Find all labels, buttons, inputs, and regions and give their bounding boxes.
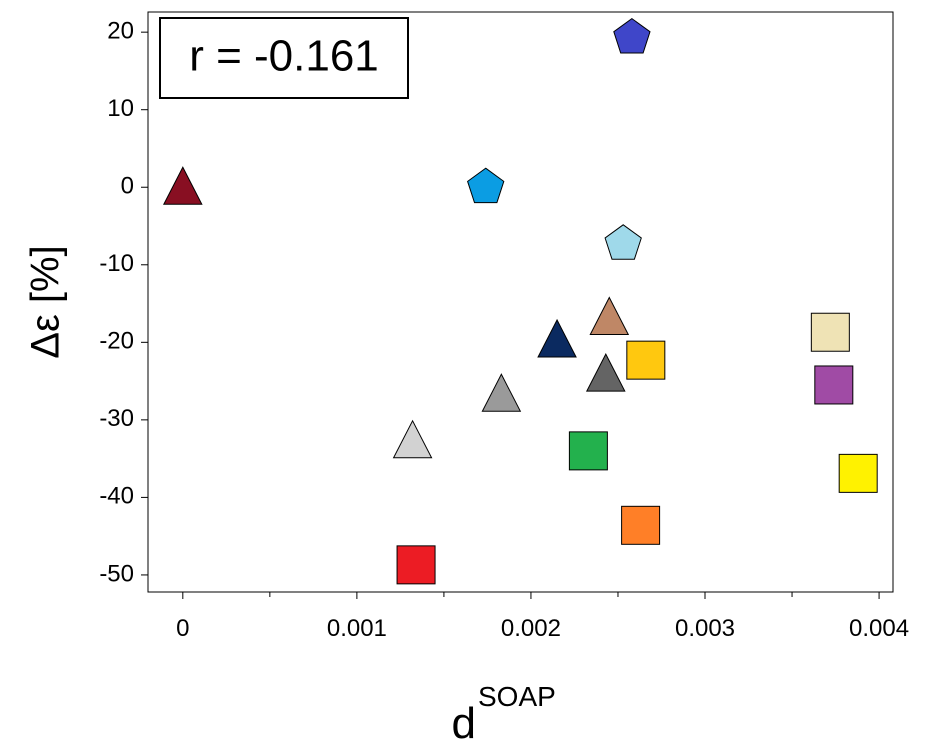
point: [585, 353, 626, 392]
point: [810, 312, 850, 352]
x-tick-label: 0: [176, 615, 189, 642]
y-tick-label: 10: [107, 95, 134, 122]
y-tick-label: 20: [107, 18, 134, 45]
point: [396, 545, 436, 585]
plot-frame: [147, 11, 894, 593]
point: [162, 166, 203, 205]
y-tick-label: -50: [99, 560, 134, 587]
point: [626, 340, 666, 380]
x-axis-label: d: [452, 699, 476, 744]
x-tick-label: 0.003: [675, 615, 735, 642]
y-tick-label: -10: [99, 250, 134, 277]
y-tick-label: 0: [121, 173, 134, 200]
y-axis-label: Δε [%]: [24, 245, 68, 358]
point: [589, 296, 630, 336]
y-tick-label: -30: [99, 405, 134, 432]
x-tick-label: 0.004: [849, 615, 909, 642]
y-tick-label: -20: [99, 328, 134, 355]
point: [392, 419, 433, 459]
point: [838, 453, 878, 493]
point: [537, 318, 577, 358]
point: [467, 167, 505, 204]
annotation: r = -0.161: [189, 32, 379, 81]
y-tick-label: -40: [99, 483, 134, 510]
x-tick-label: 0.002: [501, 615, 561, 642]
point: [621, 505, 661, 545]
point: [613, 17, 651, 54]
x-tick-label: 0.001: [327, 615, 387, 642]
x-axis-label-superscript: SOAP: [478, 681, 556, 712]
point: [568, 431, 608, 471]
annotation-box: [159, 17, 409, 99]
point: [481, 373, 522, 412]
point: [604, 224, 642, 260]
point: [814, 365, 854, 405]
